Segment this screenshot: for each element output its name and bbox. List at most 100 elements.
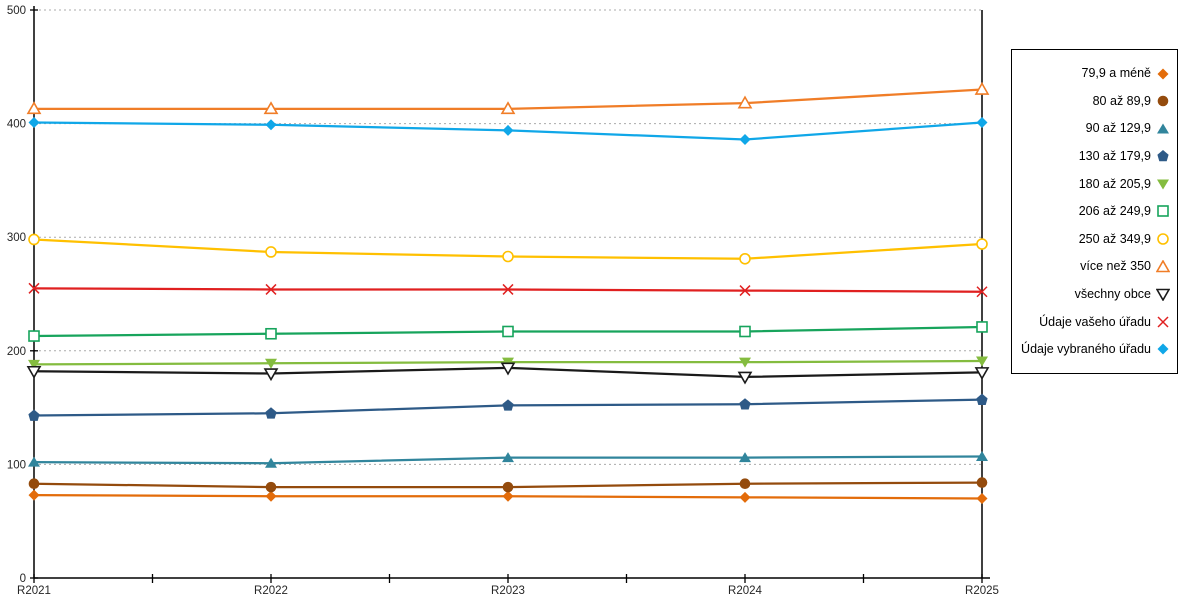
triangle-down-open-icon bbox=[974, 367, 990, 380]
diamond-filled-icon bbox=[502, 124, 514, 136]
series-markers-6 bbox=[28, 233, 988, 265]
y-tick-label: 500 bbox=[7, 5, 26, 17]
legend-item-label: 250 až 349,9 bbox=[1078, 231, 1151, 246]
x-icon bbox=[976, 286, 988, 298]
circle-open-icon bbox=[976, 238, 988, 250]
triangle-down-open-icon bbox=[737, 371, 753, 385]
square-open-icon bbox=[1157, 205, 1169, 218]
triangle-up-filled-icon bbox=[28, 456, 40, 467]
legend-marker-icon bbox=[1157, 205, 1169, 218]
series-markers-7 bbox=[26, 81, 990, 115]
legend-item-label: všechny obce bbox=[1074, 286, 1151, 301]
circle-filled-icon bbox=[502, 481, 514, 493]
legend-item-label: 130 až 179,9 bbox=[1078, 149, 1151, 164]
legend-marker-icon bbox=[1157, 68, 1169, 80]
legend-item-label: 206 až 249,9 bbox=[1078, 204, 1151, 219]
legend-marker-icon bbox=[1157, 343, 1169, 355]
triangle-down-filled-icon bbox=[265, 358, 277, 369]
legend-item: 206 až 249,9 bbox=[1012, 204, 1177, 218]
series-markers-0 bbox=[28, 489, 988, 504]
legend-item: 90 až 129,9 bbox=[1012, 122, 1177, 136]
pentagon-filled-icon bbox=[28, 409, 40, 421]
circle-filled-icon bbox=[28, 478, 40, 490]
series-markers-2 bbox=[28, 450, 988, 468]
triangle-up-filled-icon bbox=[502, 452, 514, 463]
legend-marker-icon bbox=[1157, 316, 1169, 328]
triangle-down-open-icon bbox=[1156, 288, 1170, 302]
circle-open-icon bbox=[502, 250, 514, 263]
pentagon-filled-icon bbox=[265, 407, 277, 419]
triangle-down-filled-icon bbox=[1157, 179, 1169, 190]
legend-item-label: Údaje vašeho úřadu bbox=[1039, 314, 1151, 329]
diamond-filled-icon bbox=[1157, 343, 1169, 355]
legend-marker-icon bbox=[1157, 95, 1169, 107]
triangle-down-open-icon bbox=[500, 362, 516, 376]
legend-item: Údaje vašeho úřadu bbox=[1012, 315, 1177, 329]
triangle-up-open-icon bbox=[500, 101, 516, 115]
x-tick-label: R2025 bbox=[965, 585, 999, 597]
series-markers-9 bbox=[28, 282, 988, 298]
circle-open-icon bbox=[265, 246, 277, 258]
diamond-filled-icon bbox=[976, 492, 988, 504]
diamond-filled-icon bbox=[502, 490, 514, 502]
legend-marker-icon bbox=[1157, 233, 1169, 245]
triangle-up-open-icon bbox=[1156, 259, 1170, 272]
x-icon bbox=[265, 283, 277, 295]
diamond-filled-icon bbox=[28, 116, 40, 128]
legend-marker-icon bbox=[1157, 179, 1169, 190]
square-open-icon bbox=[976, 321, 988, 333]
x-icon bbox=[28, 282, 40, 294]
pentagon-filled-icon bbox=[1157, 150, 1169, 162]
legend-item: všechny obce bbox=[1012, 286, 1177, 302]
y-tick-label: 400 bbox=[7, 119, 26, 131]
diamond-filled-icon bbox=[28, 489, 40, 501]
x-tick-label: R2022 bbox=[254, 585, 288, 597]
diamond-filled-icon bbox=[265, 119, 277, 131]
legend: 79,9 a méně 80 až 89,9 90 až 129,9 130 až 1… bbox=[1011, 49, 1178, 374]
legend-marker-icon bbox=[1156, 259, 1170, 272]
x-tick-label: R2023 bbox=[491, 585, 525, 597]
triangle-up-open-icon bbox=[737, 95, 753, 109]
x-tick-label: R2021 bbox=[17, 585, 51, 597]
legend-item: Údaje vybraného úřadu bbox=[1012, 342, 1177, 356]
circle-filled-icon bbox=[265, 481, 277, 493]
x-icon bbox=[1157, 316, 1169, 328]
legend-item: 80 až 89,9 bbox=[1012, 94, 1177, 108]
diamond-filled-icon bbox=[739, 134, 751, 146]
triangle-up-open-icon bbox=[974, 81, 990, 95]
circle-open-icon bbox=[739, 252, 751, 265]
legend-marker-icon bbox=[1157, 123, 1169, 134]
legend-item: 130 až 179,9 bbox=[1012, 149, 1177, 163]
triangle-down-open-icon bbox=[26, 365, 42, 379]
triangle-down-filled-icon bbox=[28, 359, 40, 370]
series-markers-5 bbox=[28, 321, 988, 342]
legend-item: více než 350 bbox=[1012, 259, 1177, 274]
triangle-up-open-icon bbox=[26, 101, 42, 115]
legend-item-label: 79,9 a méně bbox=[1081, 66, 1152, 81]
series-markers-3 bbox=[28, 393, 988, 421]
series-markers-10 bbox=[28, 116, 988, 146]
legend-marker-icon bbox=[1157, 150, 1169, 162]
series-markers-8 bbox=[26, 362, 990, 385]
triangle-up-filled-icon bbox=[976, 450, 988, 461]
diamond-filled-icon bbox=[739, 491, 751, 503]
pentagon-filled-icon bbox=[739, 398, 751, 410]
triangle-up-filled-icon bbox=[265, 457, 277, 468]
square-open-icon bbox=[265, 327, 277, 340]
y-tick-label: 100 bbox=[7, 459, 26, 471]
circle-filled-icon bbox=[739, 478, 751, 490]
y-tick-label: 0 bbox=[20, 573, 26, 585]
triangle-down-filled-icon bbox=[976, 356, 988, 367]
pentagon-filled-icon bbox=[976, 393, 988, 405]
diamond-filled-icon bbox=[976, 116, 988, 128]
square-open-icon bbox=[28, 330, 40, 342]
circle-open-icon bbox=[28, 233, 40, 246]
legend-item-label: 90 až 129,9 bbox=[1085, 121, 1151, 136]
x-icon bbox=[739, 285, 751, 297]
legend-item-label: Údaje vybraného úřadu bbox=[1021, 342, 1151, 357]
triangle-up-filled-icon bbox=[1157, 123, 1169, 134]
x-icon bbox=[502, 283, 514, 295]
y-tick-label: 200 bbox=[7, 346, 26, 358]
